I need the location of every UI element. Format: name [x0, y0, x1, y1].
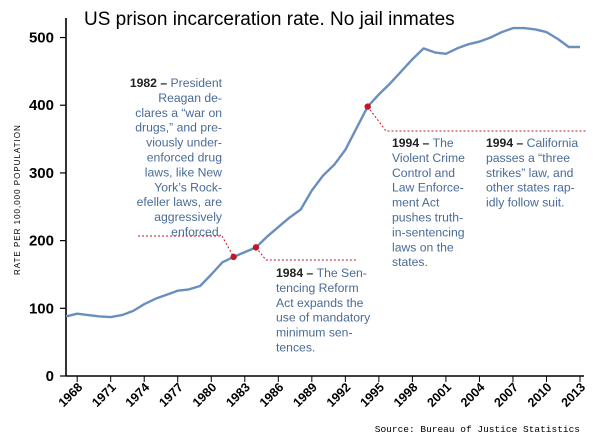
annotation-line: enforced.: [171, 225, 222, 239]
annotation-line: states.: [392, 255, 428, 269]
x-tick-label: 1998: [391, 380, 421, 410]
y-tick-label: 0: [46, 368, 54, 385]
annotation-line: viously under-: [146, 136, 222, 150]
x-tick-label: 1974: [123, 380, 153, 410]
x-tick-label: 2010: [525, 380, 555, 410]
annotation-line: enforced drug: [147, 151, 222, 165]
x-tick-label: 1968: [56, 380, 86, 410]
x-tick-label: 1992: [324, 380, 354, 410]
highlight-point: [252, 244, 260, 251]
series-layer: [65, 26, 580, 319]
annotation-line: pushes truth-: [392, 211, 463, 225]
annotation-line: aggressively: [154, 210, 223, 224]
annotation-leader: [255, 247, 356, 261]
annotation-line: laws on the: [392, 240, 454, 254]
highlight-point: [230, 253, 237, 261]
annotation-line: York’s Rock-: [154, 180, 222, 194]
source-note: Source: Bureau of Justice Statistics: [375, 424, 580, 435]
annotation-line: Reagan de-: [158, 91, 222, 105]
annotation-line: strikes” law, and: [486, 166, 573, 180]
annotation-line: in-sentencing: [392, 225, 465, 239]
x-tick-label: 1983: [223, 380, 253, 410]
annotation-line: idly follow suit.: [486, 196, 565, 210]
annotation-line: Violent Crime: [392, 151, 465, 165]
x-tick-label: 2007: [492, 380, 522, 410]
y-axis-label: RATE PER 100,000 POPULATION: [13, 124, 22, 275]
highlight-point: [364, 103, 371, 110]
annotation-leader: [138, 235, 235, 258]
annotation-line: 1994 – The: [392, 136, 454, 150]
y-tick-label: 400: [29, 97, 54, 114]
annotation-line: Law Enforce-: [392, 181, 464, 195]
annotation-line: use of mandatory: [276, 311, 371, 325]
annotation-year: 1982 –: [130, 76, 171, 90]
annotation-line: clares a “war on: [135, 106, 222, 120]
annotation-year: 1994 –: [392, 136, 433, 150]
x-tick-label: 2001: [424, 380, 454, 410]
x-tick-label: 2004: [458, 380, 488, 410]
x-tick-label: 1977: [156, 380, 186, 410]
x-tick-label: 1995: [357, 380, 387, 410]
annotation-line: efeller laws, are: [137, 195, 223, 209]
annotation-line: drugs,” and pre-: [135, 121, 222, 135]
annotation-line: minimum sen-: [276, 326, 353, 340]
x-tick-label: 1989: [290, 380, 320, 410]
annotation-line: ment Act: [392, 196, 440, 210]
y-tick-label: 200: [29, 233, 54, 250]
annotation-leader: [367, 106, 586, 132]
annotation-line: 1994 – California: [486, 136, 578, 150]
annotation-line: laws, like New: [145, 165, 222, 179]
y-tick-label: 300: [29, 165, 54, 182]
y-tick-label: 100: [29, 300, 54, 317]
x-tick-label: 2013: [559, 380, 589, 410]
annotation-line: 1984 – The Sen-: [276, 266, 367, 280]
annotation-line: Act expands the: [276, 296, 364, 310]
highlight-points: [230, 103, 371, 261]
annotation-line: 1982 – President: [130, 76, 223, 90]
annotation-year: 1994 –: [486, 136, 527, 150]
annotation-line: tencing Reform: [276, 281, 359, 295]
annotation-line: passes a “three: [486, 151, 570, 165]
chart-title: US prison incarceration rate. No jail in…: [84, 9, 455, 30]
annotation-leaders: [138, 106, 586, 261]
annotation-line: Control and: [392, 166, 455, 180]
annotation-year: 1984 –: [276, 266, 317, 280]
x-tick-label: 1980: [190, 380, 220, 410]
annotation-line: other states rap-: [486, 181, 575, 195]
x-tick-label: 1986: [257, 380, 287, 410]
annotation-line: tences.: [276, 341, 315, 355]
x-tick-label: 1971: [89, 380, 119, 410]
incarceration-rate-line: [65, 26, 580, 319]
y-tick-label: 500: [29, 30, 54, 47]
